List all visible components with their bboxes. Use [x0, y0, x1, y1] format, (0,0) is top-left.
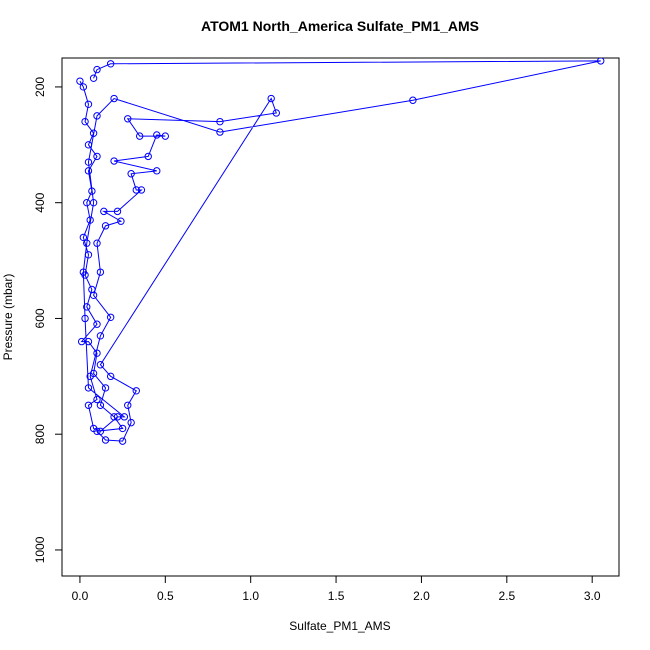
x-tick-label: 0.5	[157, 589, 174, 603]
data-point	[93, 152, 101, 161]
data-point	[76, 77, 84, 85]
data-point	[79, 233, 88, 242]
data-point	[96, 268, 105, 276]
data-point	[106, 313, 115, 321]
data-point	[135, 132, 144, 140]
data-point	[81, 314, 89, 323]
y-tick-label: 600	[33, 308, 47, 328]
plot-area	[76, 58, 605, 445]
data-point	[144, 152, 152, 161]
data-point	[106, 60, 115, 68]
plot-frame	[61, 57, 620, 577]
data-point	[153, 131, 161, 139]
data-point	[93, 320, 101, 328]
data-point	[79, 83, 88, 91]
data-point	[101, 384, 110, 392]
data-point	[153, 167, 161, 175]
data-point	[113, 207, 122, 216]
data-point	[96, 401, 105, 409]
data-point	[101, 436, 110, 444]
data-point	[84, 337, 93, 346]
data-point	[597, 58, 605, 65]
data-point	[84, 158, 93, 166]
data-point	[118, 424, 127, 433]
data-point	[93, 349, 101, 357]
data-point	[110, 413, 118, 421]
x-tick-label: 1.0	[242, 589, 259, 603]
x-tick-label: 0.0	[72, 589, 89, 603]
data-point	[127, 418, 135, 427]
y-tick-label: 800	[33, 424, 47, 444]
y-tick-label: 400	[33, 192, 47, 212]
data-point	[84, 167, 93, 175]
data-point	[124, 401, 132, 409]
data-point	[81, 117, 89, 126]
data-point	[89, 198, 98, 207]
data-point	[89, 74, 98, 82]
data-point	[106, 372, 115, 381]
data-point	[79, 268, 88, 276]
x-axis-label: Sulfate_PM1_AMS	[289, 619, 390, 633]
data-point	[100, 207, 108, 216]
data-point	[83, 303, 91, 311]
data-point	[93, 65, 101, 74]
y-tick-label: 200	[33, 77, 47, 97]
data-point	[161, 132, 170, 140]
data-point	[216, 117, 224, 126]
data-point	[96, 361, 105, 369]
data-point	[124, 115, 132, 123]
data-point	[84, 100, 93, 109]
y-axis-label: Pressure (mbar)	[1, 274, 15, 361]
data-point	[86, 216, 94, 224]
data-point	[89, 129, 98, 137]
data-point	[120, 413, 129, 421]
data-point	[86, 372, 94, 381]
data-point	[84, 401, 93, 409]
data-point	[89, 424, 98, 433]
data-point	[93, 239, 101, 247]
data-point	[132, 186, 140, 194]
data-point	[96, 427, 105, 436]
data-point	[272, 109, 280, 117]
data-point	[93, 395, 101, 404]
data-point	[117, 217, 125, 225]
data-point	[101, 222, 110, 230]
x-tick-label: 1.5	[328, 589, 345, 603]
data-point	[409, 96, 417, 104]
data-point	[89, 291, 98, 299]
data-point	[132, 387, 140, 395]
y-tick-label: 1000	[33, 536, 47, 563]
data-point	[93, 112, 101, 120]
data-point	[110, 94, 118, 103]
data-point	[84, 141, 93, 149]
series-line	[79, 60, 601, 442]
data-point	[83, 239, 91, 247]
data-point	[84, 384, 93, 392]
data-point	[96, 332, 105, 340]
data-point	[88, 187, 96, 195]
x-tick-label: 2.0	[413, 589, 430, 603]
x-tick-label: 3.0	[584, 589, 601, 603]
data-point	[216, 128, 224, 136]
data-point	[127, 170, 135, 178]
data-point	[84, 251, 93, 259]
x-tick-label: 2.5	[498, 589, 515, 603]
data-point	[118, 437, 127, 445]
chart-title: ATOM1 North_America Sulfate_PM1_AMS	[201, 18, 479, 34]
data-point	[110, 157, 118, 165]
data-point	[267, 94, 275, 103]
data-point	[137, 186, 146, 194]
